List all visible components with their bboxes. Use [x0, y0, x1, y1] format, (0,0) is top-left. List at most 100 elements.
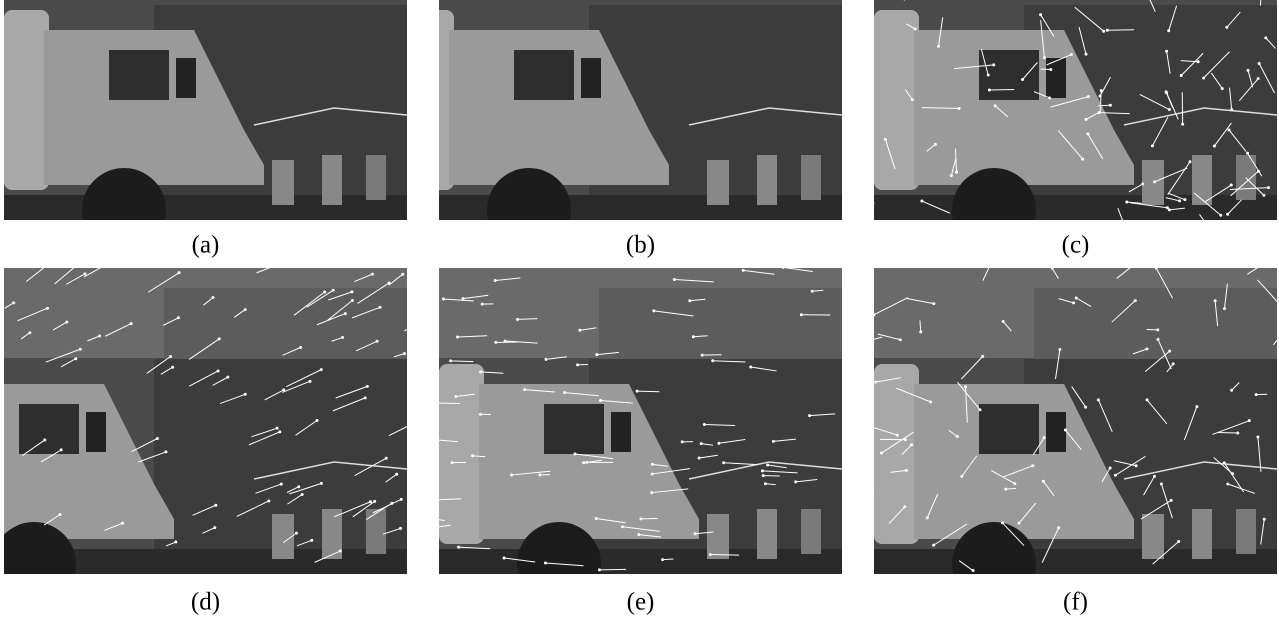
- vector-point: [213, 526, 216, 529]
- vector-point: [880, 452, 883, 455]
- vector-point: [1057, 526, 1060, 529]
- motion-vector: [431, 403, 460, 404]
- vector-point: [987, 74, 990, 77]
- vector-point: [442, 298, 445, 301]
- vector-point: [910, 443, 913, 446]
- upper-wall: [1034, 288, 1277, 368]
- vector-point: [1165, 50, 1168, 53]
- vector-point: [366, 385, 369, 388]
- vector-point: [130, 322, 133, 325]
- panel-image: [4, 0, 407, 252]
- vector-point: [884, 138, 887, 141]
- vector-point: [1257, 77, 1260, 80]
- panel-caption: (c): [1062, 232, 1090, 259]
- vector-point: [914, 28, 917, 31]
- vector-point: [794, 480, 797, 483]
- vector-point: [1051, 267, 1054, 270]
- vector-point: [538, 473, 541, 476]
- vector-point: [310, 539, 313, 542]
- vector-point: [544, 358, 547, 361]
- vector-point: [1223, 307, 1226, 310]
- vector-point: [315, 419, 318, 422]
- vector-point: [1214, 299, 1217, 302]
- vector-point: [762, 474, 765, 477]
- vector-point: [178, 271, 181, 274]
- vector-point: [709, 553, 712, 556]
- mirror: [611, 412, 631, 452]
- window: [514, 50, 574, 100]
- vector-point: [1197, 60, 1200, 63]
- vector-point: [964, 385, 967, 388]
- motion-vector: [989, 90, 1014, 91]
- vector-point: [276, 427, 279, 430]
- vector-point: [681, 440, 684, 443]
- panel-image: [0, 260, 426, 606]
- scene: [0, 260, 426, 606]
- vector-point: [320, 482, 323, 485]
- vector-point: [449, 359, 452, 362]
- panel-image: [409, 0, 842, 252]
- vector-point: [1178, 199, 1181, 202]
- vector-point: [811, 290, 814, 293]
- vector-point: [1230, 108, 1233, 111]
- vector-point: [1013, 482, 1016, 485]
- vector-point: [339, 550, 342, 553]
- vector-point: [344, 312, 347, 315]
- vector-point: [1021, 78, 1024, 81]
- vector-point: [1018, 522, 1021, 525]
- scene: [869, 0, 1277, 252]
- vector-point: [432, 526, 435, 529]
- vector-point: [244, 308, 247, 311]
- vector-point: [1084, 406, 1087, 409]
- vector-point: [1225, 26, 1228, 29]
- vector-point: [1156, 338, 1159, 341]
- vector-point: [280, 483, 283, 486]
- vector-point: [423, 320, 426, 323]
- vector-point: [742, 269, 745, 272]
- vector-point: [994, 104, 997, 107]
- vector-point: [1168, 108, 1171, 111]
- post: [801, 155, 821, 200]
- vector-point: [896, 434, 899, 437]
- scene: [4, 0, 407, 252]
- vector-point: [1085, 118, 1088, 121]
- vector-point: [1151, 144, 1154, 147]
- vector-point: [1181, 123, 1184, 126]
- vector-point: [174, 541, 177, 544]
- vector-point: [694, 532, 697, 535]
- vector-point: [399, 527, 402, 530]
- vector-point: [385, 457, 388, 460]
- figure: (a)(b)(c)(d)(e)(f): [0, 0, 1279, 623]
- vector-point: [926, 516, 929, 519]
- panel-caption: (e): [627, 589, 655, 616]
- vector-point: [1084, 53, 1087, 56]
- vector-point: [1125, 200, 1128, 203]
- vector-point: [1230, 184, 1233, 187]
- vector-point: [749, 366, 752, 369]
- vector-point: [598, 568, 601, 571]
- vector-point: [510, 473, 513, 476]
- vector-point: [1106, 29, 1109, 32]
- vector-point: [401, 273, 404, 276]
- vector-point: [267, 499, 270, 502]
- ground: [874, 195, 1277, 220]
- vector-point: [177, 316, 180, 319]
- vector-point: [988, 89, 991, 92]
- vector-point: [1230, 389, 1233, 392]
- vector-point: [1043, 56, 1046, 59]
- post: [707, 160, 729, 205]
- vector-point: [1001, 521, 1004, 524]
- ground: [874, 549, 1277, 574]
- vector-point: [429, 499, 432, 502]
- vector-point: [673, 278, 676, 281]
- vector-point: [281, 261, 284, 264]
- vector-point: [376, 340, 379, 343]
- vector-point: [320, 368, 323, 371]
- vector-point: [639, 517, 642, 520]
- post: [1142, 160, 1164, 205]
- vector-point: [454, 395, 457, 398]
- tank: [4, 10, 49, 190]
- vector-point: [1145, 348, 1148, 351]
- vector-point: [772, 440, 775, 443]
- vector-point: [1114, 474, 1117, 477]
